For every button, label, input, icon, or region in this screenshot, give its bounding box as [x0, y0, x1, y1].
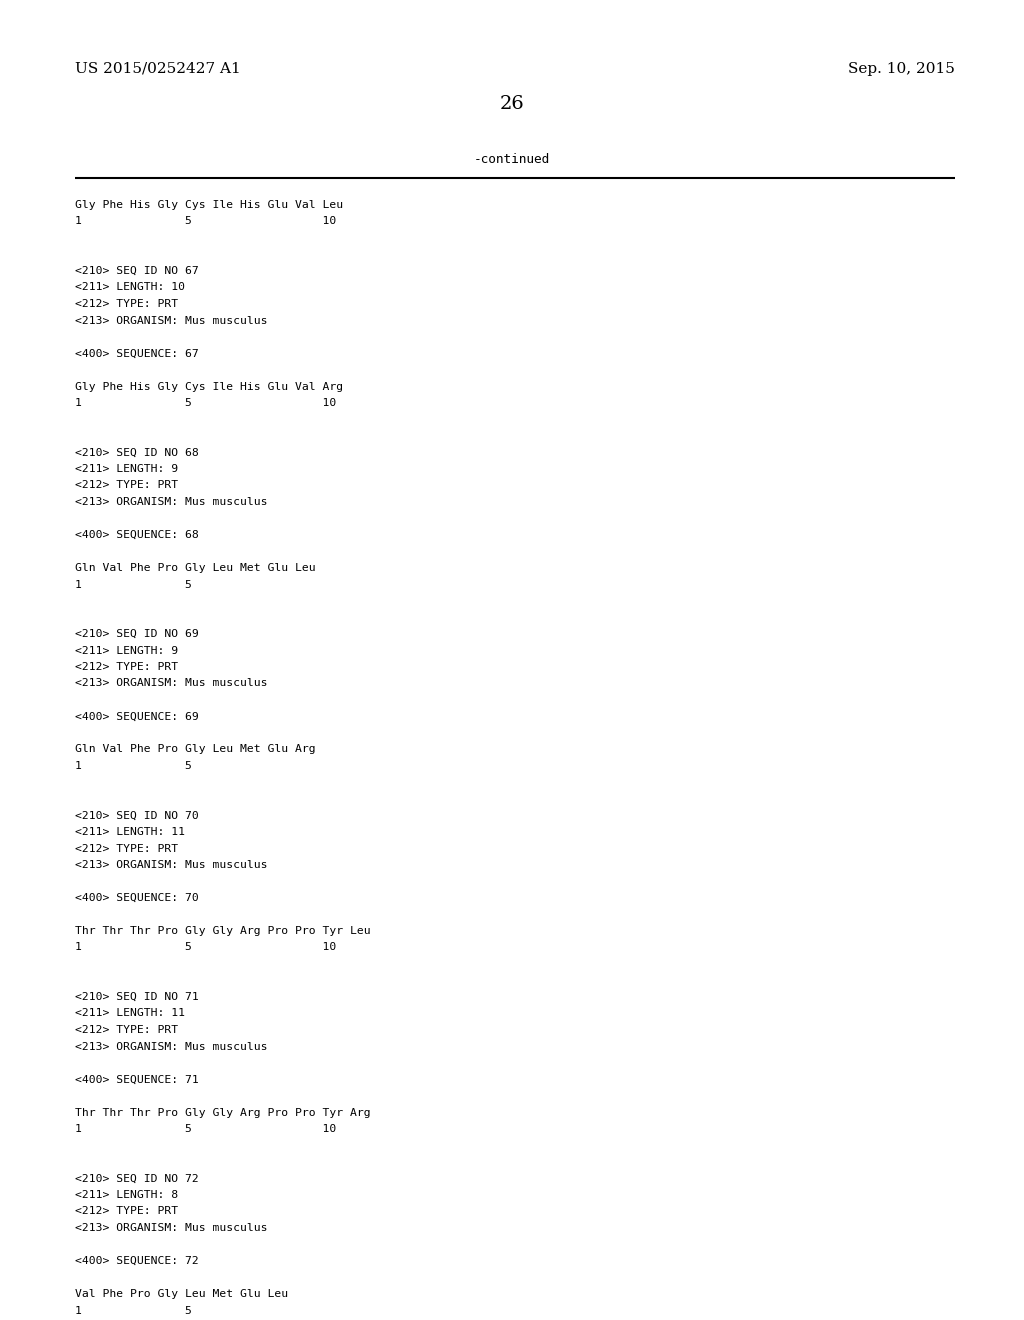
Text: Gly Phe His Gly Cys Ile His Glu Val Leu: Gly Phe His Gly Cys Ile His Glu Val Leu — [75, 201, 343, 210]
Text: <212> TYPE: PRT: <212> TYPE: PRT — [75, 1206, 178, 1217]
Text: <210> SEQ ID NO 69: <210> SEQ ID NO 69 — [75, 630, 199, 639]
Text: Gln Val Phe Pro Gly Leu Met Glu Arg: Gln Val Phe Pro Gly Leu Met Glu Arg — [75, 744, 315, 755]
Text: <211> LENGTH: 10: <211> LENGTH: 10 — [75, 282, 185, 293]
Text: US 2015/0252427 A1: US 2015/0252427 A1 — [75, 62, 241, 77]
Text: <211> LENGTH: 8: <211> LENGTH: 8 — [75, 1191, 178, 1200]
Text: <211> LENGTH: 9: <211> LENGTH: 9 — [75, 645, 178, 656]
Text: -continued: -continued — [474, 153, 550, 166]
Text: 1               5                   10: 1 5 10 — [75, 399, 336, 408]
Text: 1               5: 1 5 — [75, 762, 191, 771]
Text: <210> SEQ ID NO 68: <210> SEQ ID NO 68 — [75, 447, 199, 458]
Text: 1               5: 1 5 — [75, 1305, 191, 1316]
Text: <213> ORGANISM: Mus musculus: <213> ORGANISM: Mus musculus — [75, 1224, 267, 1233]
Text: <400> SEQUENCE: 70: <400> SEQUENCE: 70 — [75, 894, 199, 903]
Text: Sep. 10, 2015: Sep. 10, 2015 — [848, 62, 955, 77]
Text: <212> TYPE: PRT: <212> TYPE: PRT — [75, 843, 178, 854]
Text: <400> SEQUENCE: 71: <400> SEQUENCE: 71 — [75, 1074, 199, 1085]
Text: <213> ORGANISM: Mus musculus: <213> ORGANISM: Mus musculus — [75, 315, 267, 326]
Text: Gln Val Phe Pro Gly Leu Met Glu Leu: Gln Val Phe Pro Gly Leu Met Glu Leu — [75, 564, 315, 573]
Text: <213> ORGANISM: Mus musculus: <213> ORGANISM: Mus musculus — [75, 1041, 267, 1052]
Text: <211> LENGTH: 9: <211> LENGTH: 9 — [75, 465, 178, 474]
Text: <210> SEQ ID NO 72: <210> SEQ ID NO 72 — [75, 1173, 199, 1184]
Text: <212> TYPE: PRT: <212> TYPE: PRT — [75, 300, 178, 309]
Text: <210> SEQ ID NO 67: <210> SEQ ID NO 67 — [75, 267, 199, 276]
Text: <213> ORGANISM: Mus musculus: <213> ORGANISM: Mus musculus — [75, 498, 267, 507]
Text: <212> TYPE: PRT: <212> TYPE: PRT — [75, 480, 178, 491]
Text: <212> TYPE: PRT: <212> TYPE: PRT — [75, 663, 178, 672]
Text: Thr Thr Thr Pro Gly Gly Arg Pro Pro Tyr Leu: Thr Thr Thr Pro Gly Gly Arg Pro Pro Tyr … — [75, 927, 371, 936]
Text: <211> LENGTH: 11: <211> LENGTH: 11 — [75, 1008, 185, 1019]
Text: <210> SEQ ID NO 71: <210> SEQ ID NO 71 — [75, 993, 199, 1002]
Text: 1               5                   10: 1 5 10 — [75, 942, 336, 953]
Text: Thr Thr Thr Pro Gly Gly Arg Pro Pro Tyr Arg: Thr Thr Thr Pro Gly Gly Arg Pro Pro Tyr … — [75, 1107, 371, 1118]
Text: <400> SEQUENCE: 72: <400> SEQUENCE: 72 — [75, 1257, 199, 1266]
Text: 1               5                   10: 1 5 10 — [75, 216, 336, 227]
Text: Gly Phe His Gly Cys Ile His Glu Val Arg: Gly Phe His Gly Cys Ile His Glu Val Arg — [75, 381, 343, 392]
Text: Val Phe Pro Gly Leu Met Glu Leu: Val Phe Pro Gly Leu Met Glu Leu — [75, 1290, 288, 1299]
Text: 1               5: 1 5 — [75, 579, 191, 590]
Text: <211> LENGTH: 11: <211> LENGTH: 11 — [75, 828, 185, 837]
Text: 1               5                   10: 1 5 10 — [75, 1125, 336, 1134]
Text: <400> SEQUENCE: 68: <400> SEQUENCE: 68 — [75, 531, 199, 540]
Text: 26: 26 — [500, 95, 524, 114]
Text: <400> SEQUENCE: 67: <400> SEQUENCE: 67 — [75, 348, 199, 359]
Text: <400> SEQUENCE: 69: <400> SEQUENCE: 69 — [75, 711, 199, 722]
Text: <213> ORGANISM: Mus musculus: <213> ORGANISM: Mus musculus — [75, 861, 267, 870]
Text: <212> TYPE: PRT: <212> TYPE: PRT — [75, 1026, 178, 1035]
Text: <213> ORGANISM: Mus musculus: <213> ORGANISM: Mus musculus — [75, 678, 267, 689]
Text: <210> SEQ ID NO 70: <210> SEQ ID NO 70 — [75, 810, 199, 821]
